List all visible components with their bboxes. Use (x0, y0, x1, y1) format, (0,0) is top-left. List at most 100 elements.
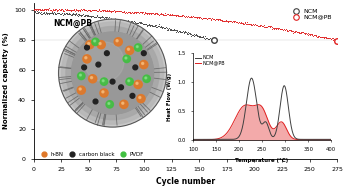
Point (188, 15, 193, 18)
Point (110, 17, 115, 20)
Point (172, 27, 177, 30)
Point (324, 36, 330, 39)
Point (120, 18, 126, 21)
Point (175, 14, 181, 17)
Point (155, 12, 161, 15)
Point (53, 8, 59, 11)
Point (201, 35, 206, 38)
Point (91, 16, 97, 19)
Point (206, 37, 211, 40)
Point (40, 12, 45, 15)
Point (194, 33, 200, 36)
Point (193, 33, 199, 36)
Point (31, 11, 37, 14)
Point (214, 17, 220, 20)
Point (147, 12, 153, 15)
Point (72, 13, 78, 16)
Point (88, 9, 93, 12)
Point (272, 26, 278, 29)
Point (298, 30, 303, 33)
Point (87, 9, 92, 12)
Point (197, 15, 203, 19)
Point (70, 12, 75, 15)
Point (62, 12, 67, 15)
Point (134, 10, 140, 13)
Point (289, 29, 295, 33)
Point (141, 22, 147, 25)
Point (76, 13, 82, 16)
Point (75, 15, 81, 18)
Point (192, 34, 197, 37)
Point (234, 21, 240, 24)
Point (46, 11, 52, 14)
Point (316, 34, 322, 37)
Point (136, 21, 141, 24)
Point (232, 20, 237, 23)
Point (200, 16, 206, 19)
Point (163, 12, 168, 15)
Point (180, 29, 186, 33)
Point (141, 12, 147, 15)
Point (71, 9, 77, 12)
Point (120, 19, 126, 22)
Point (131, 19, 137, 22)
Point (179, 14, 184, 17)
Point (333, 38, 338, 41)
Point (102, 16, 108, 19)
Point (230, 20, 235, 23)
Point (99, 14, 104, 17)
Y-axis label: Normalized capacity (%): Normalized capacity (%) (3, 33, 9, 129)
Point (308, 33, 313, 36)
Point (71, 8, 76, 11)
Point (122, 11, 128, 14)
Point (267, 24, 273, 27)
Point (54, 9, 60, 12)
Point (306, 33, 312, 36)
Point (190, 15, 195, 18)
Point (105, 9, 111, 12)
Point (78, 8, 84, 11)
Point (61, 9, 67, 12)
Point (198, 35, 204, 38)
Point (32, 11, 38, 14)
Point (59, 11, 65, 14)
Point (223, 19, 228, 22)
Point (113, 10, 118, 13)
Point (103, 16, 109, 19)
Point (279, 27, 285, 30)
Point (266, 25, 272, 28)
Point (160, 13, 165, 16)
Point (259, 25, 264, 28)
Point (320, 36, 326, 39)
Point (68, 9, 74, 12)
Point (204, 17, 210, 20)
Point (189, 15, 195, 18)
Point (283, 27, 289, 30)
Point (207, 16, 212, 19)
Point (192, 15, 198, 19)
Point (234, 20, 239, 23)
Point (65, 8, 71, 11)
Point (257, 25, 263, 28)
Point (191, 32, 197, 35)
Point (174, 14, 179, 17)
Point (212, 18, 218, 21)
Point (219, 20, 225, 23)
Point (92, 15, 98, 18)
Point (181, 15, 186, 18)
Point (119, 10, 125, 13)
Point (188, 33, 193, 36)
Legend: h-BN, carbon black, PVDF: h-BN, carbon black, PVDF (36, 150, 146, 159)
Point (129, 21, 135, 24)
Point (198, 16, 203, 19)
Point (84, 10, 90, 13)
Point (77, 14, 83, 17)
Point (139, 12, 145, 15)
Point (165, 13, 171, 16)
Point (143, 22, 148, 25)
Point (182, 15, 188, 18)
Point (35, 8, 40, 11)
Point (251, 24, 257, 27)
Point (294, 30, 300, 33)
Point (198, 35, 203, 38)
